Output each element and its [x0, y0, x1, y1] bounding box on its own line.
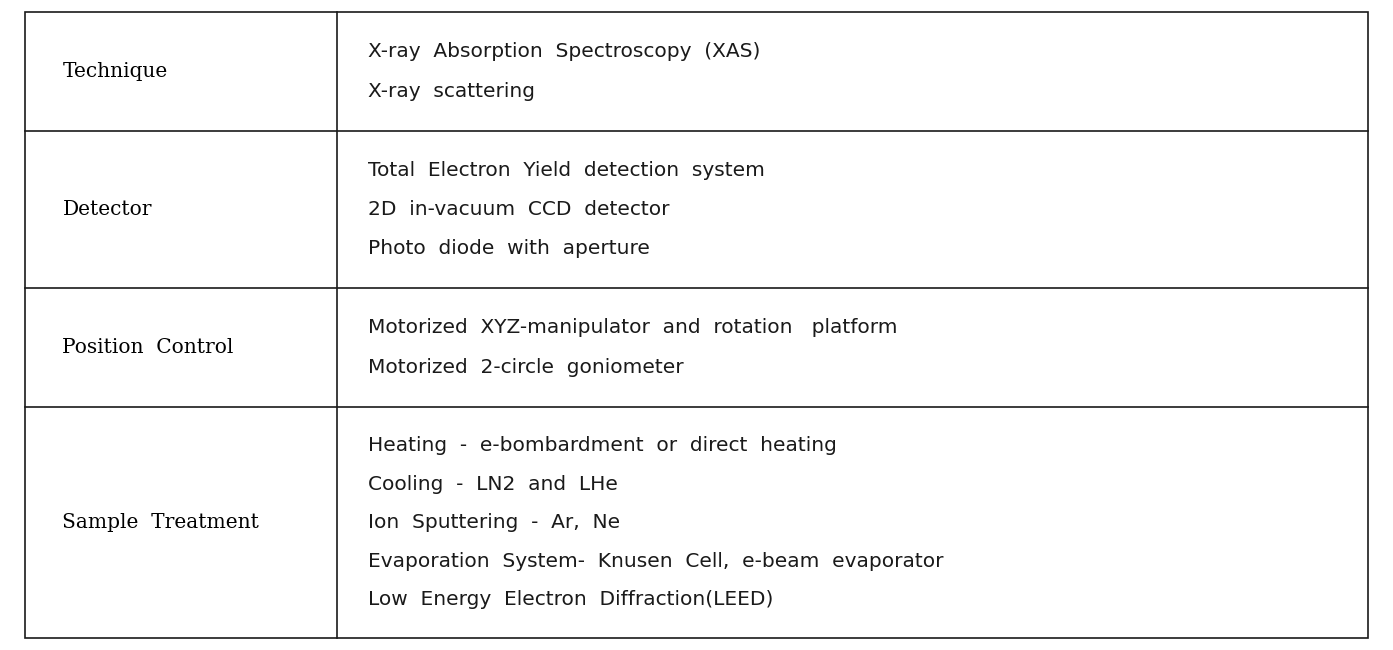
Text: Motorized  2-circle  goniometer: Motorized 2-circle goniometer: [368, 358, 683, 377]
Text: Low  Energy  Electron  Diffraction(LEED): Low Energy Electron Diffraction(LEED): [368, 590, 773, 609]
Text: Technique: Technique: [63, 62, 167, 81]
Text: Cooling  -  LN2  and  LHe: Cooling - LN2 and LHe: [368, 474, 617, 493]
Text: 2D  in-vacuum  CCD  detector: 2D in-vacuum CCD detector: [368, 200, 669, 219]
Text: Sample  Treatment: Sample Treatment: [63, 514, 259, 532]
Text: Ion  Sputtering  -  Ar,  Ne: Ion Sputtering - Ar, Ne: [368, 514, 620, 532]
Text: Detector: Detector: [63, 200, 152, 219]
Text: Heating  -  e-bombardment  or  direct  heating: Heating - e-bombardment or direct heatin…: [368, 436, 836, 455]
Text: X-ray  Absorption  Spectroscopy  (XAS): X-ray Absorption Spectroscopy (XAS): [368, 42, 761, 61]
Text: Evaporation  System-  Knusen  Cell,  e-beam  evaporator: Evaporation System- Knusen Cell, e-beam …: [368, 552, 943, 571]
Text: X-ray  scattering: X-ray scattering: [368, 82, 535, 101]
Text: Position  Control: Position Control: [63, 338, 234, 357]
Text: Motorized  XYZ-manipulator  and  rotation   platform: Motorized XYZ-manipulator and rotation p…: [368, 318, 897, 337]
Text: Photo  diode  with  aperture: Photo diode with aperture: [368, 239, 649, 258]
Text: Total  Electron  Yield  detection  system: Total Electron Yield detection system: [368, 161, 765, 179]
